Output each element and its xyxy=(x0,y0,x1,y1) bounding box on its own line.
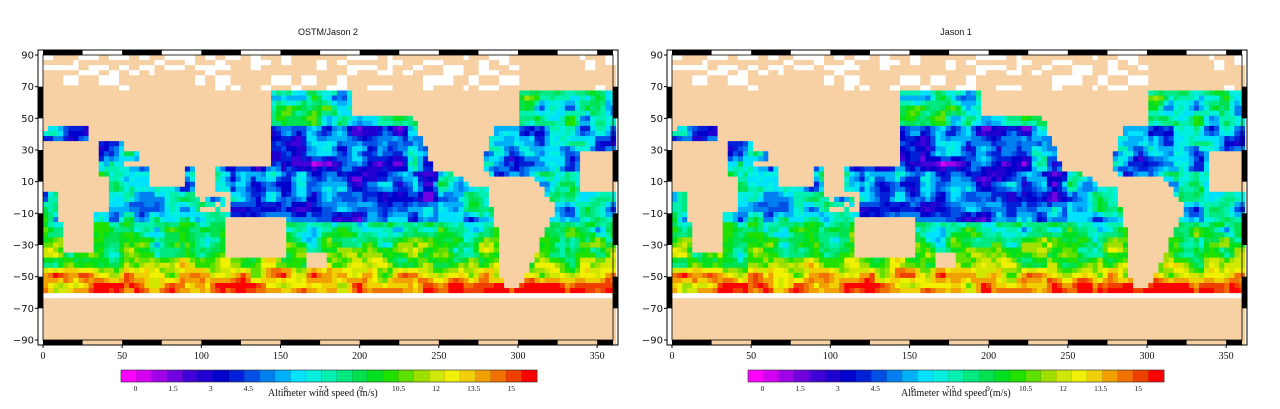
colorbar-label: Altimeter wind speed (m/s) xyxy=(901,388,1011,399)
chart-title: OSTM/Jason 2 xyxy=(297,27,359,37)
chart-title: Jason 1 xyxy=(940,27,972,37)
colorbar-label: Altimeter wind speed (m/s) xyxy=(268,388,378,399)
panel-jason1: Jason 1 90 70 50 30 10 −10 −30 −50 −70 −90 0 50 100 1… xyxy=(629,0,1269,409)
panel-ostm-jason2: OSTM/Jason 2 90 70 50 30 10 −10 −30 −50 −70 −90 0 5… xyxy=(13,27,619,399)
